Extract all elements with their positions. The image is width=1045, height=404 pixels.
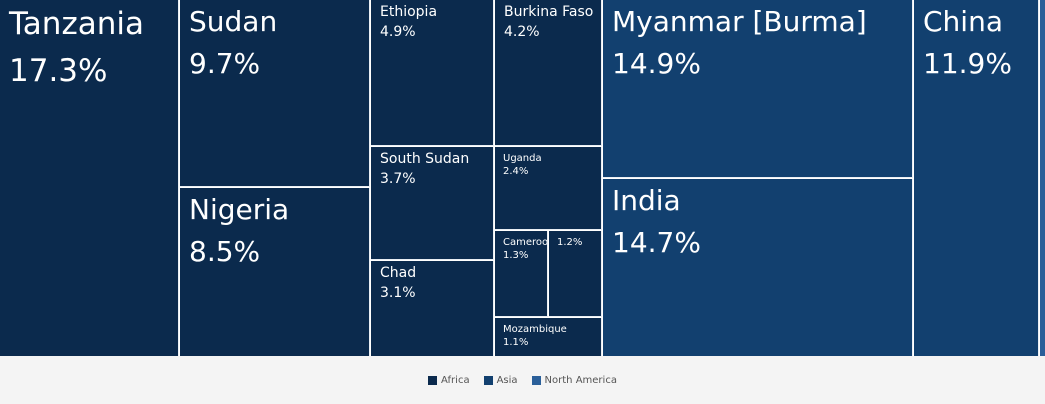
tile-name: Uganda (503, 153, 542, 164)
tile-name: India (612, 184, 681, 217)
tile-value: 14.7% (612, 226, 701, 259)
tile-label: China 11.9% (923, 6, 1012, 80)
tile-value: 1.2% (557, 237, 583, 248)
tile-label: Ethiopia 4.9% (380, 4, 437, 41)
tile-name: Ethiopia (380, 4, 438, 20)
legend-label: Africa (441, 374, 470, 386)
treemap-tile[interactable]: Chad 3.1% (371, 261, 494, 356)
legend-item[interactable]: Asia (483, 374, 518, 386)
tile-name: South Sudan (380, 151, 470, 167)
tile-name: Tanzania (9, 6, 144, 42)
tile-value: 3.1% (380, 285, 416, 301)
tile-value: 2.4% (503, 166, 529, 177)
treemap-tile[interactable]: South Sudan 3.7% (371, 147, 494, 260)
tile-label: Mozambique 1.1% (503, 324, 567, 349)
tile-label: 1.2% (557, 237, 582, 249)
tile-label: Nigeria 8.5% (189, 194, 289, 268)
tile-name: Myanmar [Burma] (612, 5, 867, 38)
treemap-chart: Tanzania 17.3% Sudan 9.7% Nigeria 8.5% Ethiopi… (0, 0, 1045, 356)
tile-value: 4.2% (504, 24, 540, 40)
tile-value: 8.5% (189, 235, 261, 268)
tile-value: 1.3% (503, 250, 529, 261)
legend-swatch (483, 375, 493, 385)
tile-label: India 14.7% (612, 185, 701, 259)
treemap-tile[interactable]: Uganda 2.4% (495, 147, 602, 230)
treemap-tile[interactable]: 1.2% (549, 231, 602, 317)
treemap-tile[interactable] (1040, 0, 1045, 356)
treemap-tile[interactable]: Sudan 9.7% (180, 0, 370, 187)
tile-name: Cameroo (503, 237, 548, 248)
tile-label: Sudan 9.7% (189, 6, 277, 80)
treemap-tile[interactable]: India 14.7% (603, 179, 913, 356)
legend-item[interactable]: North America (531, 374, 617, 386)
tile-name: Nigeria (189, 193, 290, 226)
tile-value: 3.7% (380, 171, 416, 187)
tile-value: 4.9% (380, 24, 416, 40)
tile-label: South Sudan 3.7% (380, 151, 469, 188)
tile-label: Burkina Faso 4.2% (504, 4, 593, 41)
tile-name: Chad (380, 265, 417, 281)
tile-name: Burkina Faso (504, 4, 594, 20)
tile-label: Myanmar [Burma] 14.9% (612, 6, 867, 80)
treemap-tile[interactable]: Mozambique 1.1% (495, 318, 602, 356)
treemap-tile[interactable]: China 11.9% (914, 0, 1039, 356)
legend-swatch (428, 375, 438, 385)
tile-label: Uganda 2.4% (503, 153, 542, 178)
chart-legend: Africa Asia North America (0, 356, 1045, 404)
legend-item[interactable]: Africa (428, 375, 470, 386)
treemap-tile[interactable]: Burkina Faso 4.2% (495, 0, 602, 146)
legend-label: North America (544, 374, 617, 386)
tile-value: 14.9% (612, 47, 701, 80)
treemap-tile[interactable]: Ethiopia 4.9% (371, 0, 494, 146)
tile-value: 17.3% (9, 53, 108, 89)
tile-name: Mozambique (503, 324, 567, 335)
treemap-tile[interactable]: Tanzania 17.3% (0, 0, 179, 356)
tile-value: 11.9% (923, 47, 1012, 80)
legend-label: Asia (496, 374, 518, 386)
legend-swatch (531, 375, 541, 385)
tile-label: Cameroo 1.3% (503, 237, 548, 262)
tile-name: Sudan (189, 5, 278, 38)
treemap-tile[interactable]: Myanmar [Burma] 14.9% (603, 0, 913, 178)
tile-label: Tanzania 17.3% (9, 6, 144, 88)
tile-label: Chad 3.1% (380, 265, 416, 302)
tile-name: China (923, 5, 1003, 38)
tile-value: 1.1% (503, 337, 529, 348)
treemap-tile[interactable]: Nigeria 8.5% (180, 188, 370, 356)
treemap-tile[interactable]: Cameroo 1.3% (495, 231, 548, 317)
tile-value: 9.7% (189, 47, 261, 80)
